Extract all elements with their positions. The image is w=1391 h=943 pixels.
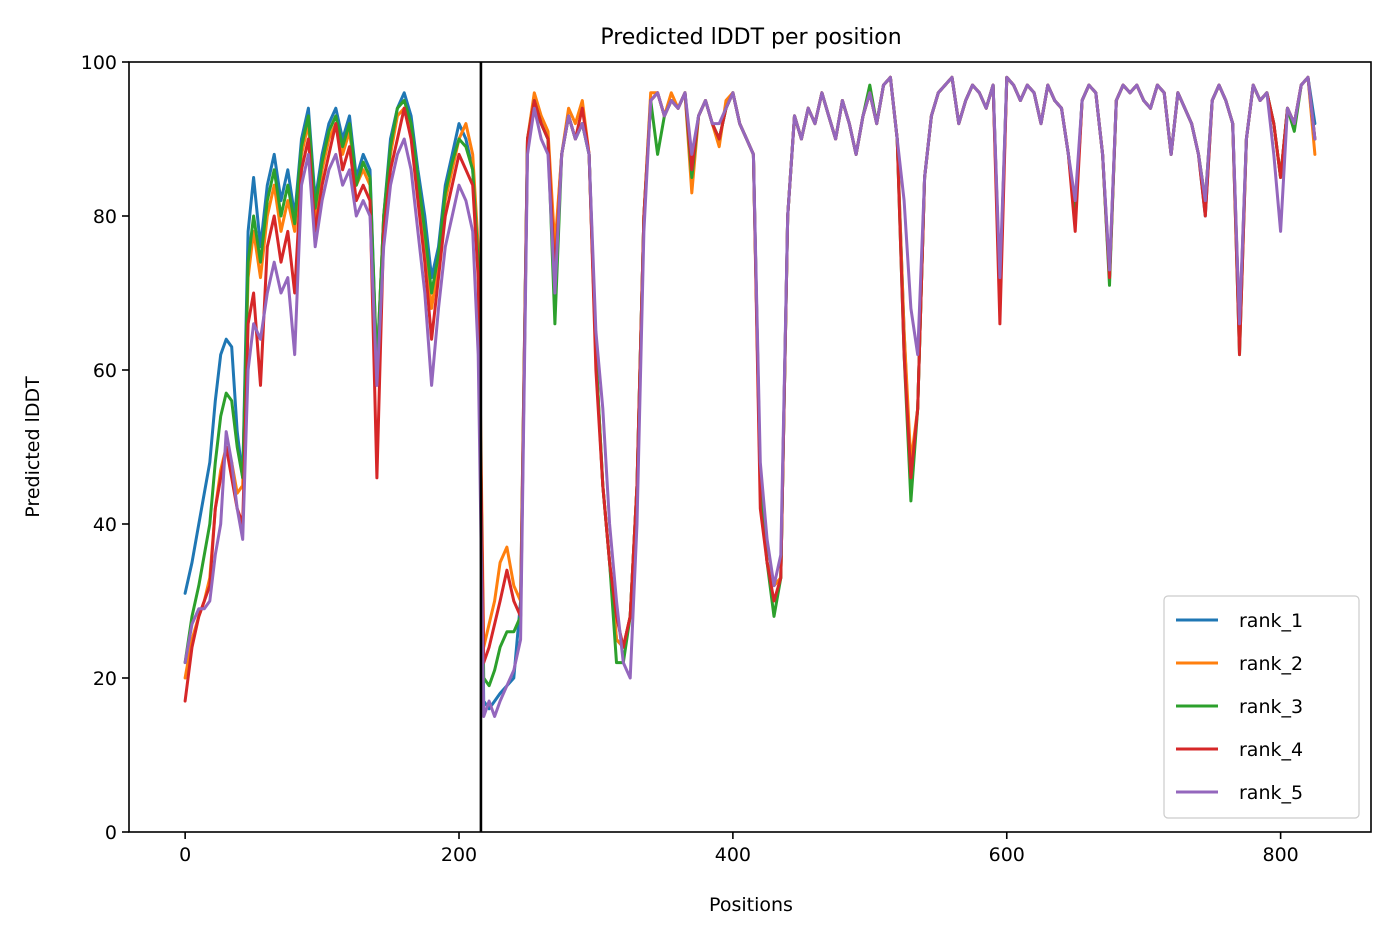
y-tick-label: 100: [81, 52, 117, 74]
y-axis-ticks: 0 20 40 60 80 100: [81, 52, 129, 844]
legend-label-rank_3: rank_3: [1239, 696, 1303, 718]
y-tick-label: 20: [93, 668, 117, 690]
legend-box: [1163, 595, 1360, 819]
series-layer: [183, 75, 1317, 718]
y-tick-label: 0: [105, 822, 117, 844]
plot-frame: [128, 61, 1372, 833]
x-tick-label: 0: [179, 844, 191, 866]
series-line-rank_5: [183, 75, 1317, 718]
legend: rank_1 rank_2 rank_3 rank_4 rank_5: [1163, 595, 1360, 819]
legend-label-rank_4: rank_4: [1239, 739, 1303, 761]
x-axis-label: Positions: [709, 894, 793, 916]
chart-title: Predicted lDDT per position: [600, 25, 901, 50]
legend-label-rank_1: rank_1: [1239, 610, 1303, 632]
y-tick-label: 60: [93, 360, 117, 382]
x-tick-label: 800: [1262, 844, 1298, 866]
x-tick-label: 400: [715, 844, 751, 866]
y-tick-label: 40: [93, 514, 117, 536]
legend-label-rank_2: rank_2: [1239, 653, 1303, 675]
legend-label-rank_5: rank_5: [1239, 782, 1303, 804]
x-tick-label: 200: [441, 844, 477, 866]
y-axis-label: Predicted lDDT: [22, 376, 44, 518]
y-tick-label: 80: [93, 206, 117, 228]
x-tick-label: 600: [989, 844, 1025, 866]
series-line-rank_3: [183, 75, 1317, 688]
x-axis-ticks: 0 200 400 600 800: [179, 832, 1299, 866]
